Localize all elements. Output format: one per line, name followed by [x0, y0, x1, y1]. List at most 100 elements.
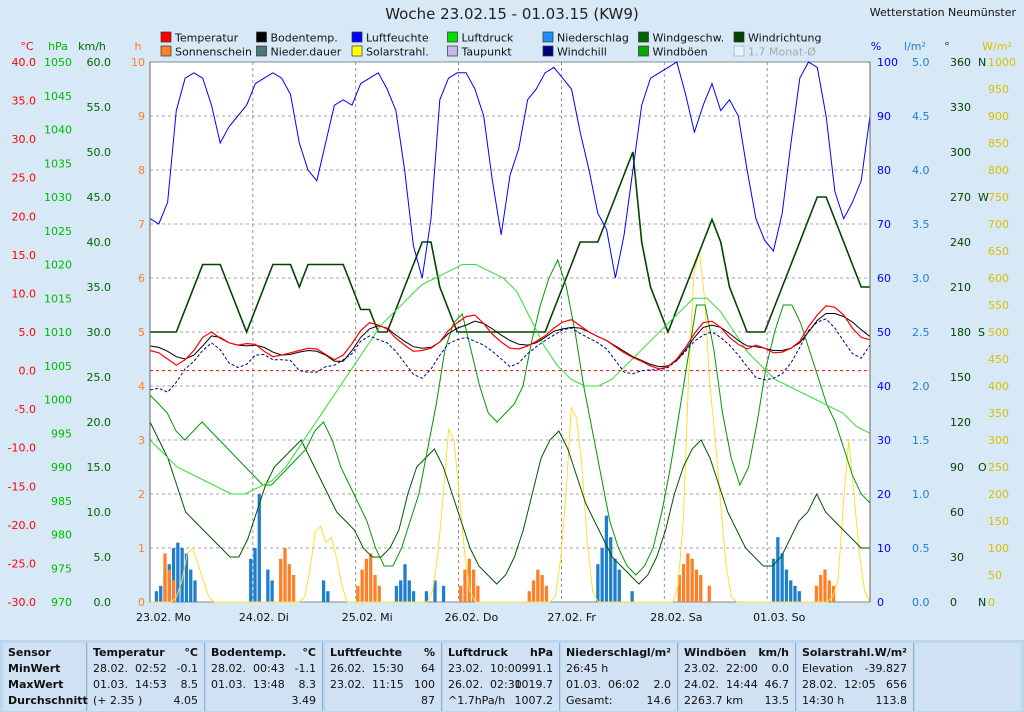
- stats-time: 12:05: [844, 678, 876, 691]
- sun-bar: [694, 569, 699, 602]
- stats-date: ^1.7hPa/h: [448, 694, 506, 707]
- stats-labels: Sensor MinWert MaxWert Durchschnitt: [3, 643, 88, 711]
- stats-label: MaxWert: [8, 678, 64, 691]
- x-tick-label: 27.02. Fr: [547, 611, 596, 624]
- stats-row: 3.49: [211, 694, 317, 710]
- stats-time: 13:48: [253, 678, 285, 691]
- stats-panel: Bodentemp. °C 28.02. 00:43 -1.1 01.03. 13:48 8.…: [206, 643, 323, 711]
- stats-date: Elevation: [802, 662, 854, 675]
- legend-swatch: [160, 45, 172, 57]
- percent-axis-tick: 0: [877, 596, 884, 609]
- sun-bar: [707, 585, 711, 602]
- stats-row: 24.02. 14:44 46.7: [684, 678, 789, 694]
- rain-bar: [793, 585, 797, 602]
- stats-row: Gesamt: 14.6: [566, 694, 671, 710]
- stats-label: Durchschnitt: [8, 694, 88, 707]
- stats-row: 23.02. 22:00 0.0: [684, 662, 789, 678]
- lm2-axis-tick: 1.5: [912, 434, 930, 447]
- rain-bar: [394, 585, 399, 602]
- kmh-axis-tick: 35.0: [87, 281, 112, 294]
- wm2-axis-tick: 800: [988, 164, 1009, 177]
- legend-label: Niederschlag: [557, 32, 629, 45]
- hours-axis-tick: 1: [138, 542, 145, 555]
- stats-date: 23.02.: [684, 662, 719, 675]
- rain-bar: [403, 564, 407, 602]
- sun-bar: [540, 575, 544, 602]
- stats-time: 10:00: [490, 662, 522, 675]
- stats-value: 46.7: [764, 678, 790, 691]
- hours-axis-tick: 4: [138, 380, 145, 393]
- rain-bar: [326, 591, 330, 602]
- stats-panel: Solarstrahl. W/m² Elevation -39.827 28.02. 12…: [797, 643, 914, 711]
- hpa-axis-tick: 1015: [44, 292, 72, 305]
- kmh-axis-tick: 25.0: [87, 371, 112, 384]
- rain-bar: [407, 580, 411, 602]
- stats-row: 23.02. 10:00 991.1: [448, 662, 553, 678]
- stats-label: Sensor: [8, 646, 51, 659]
- x-tick-label: 23.02. Mo: [136, 611, 191, 624]
- hours-axis-tick: 5: [138, 326, 145, 339]
- sun-bar: [171, 580, 176, 602]
- stats-date: 28.02.: [93, 662, 128, 675]
- stats-header: Temperatur °C: [93, 646, 198, 662]
- stats-row: 28.02. 00:43 -1.1: [211, 662, 316, 678]
- celsius-axis-tick: 35.0: [12, 95, 37, 108]
- stats-header-name: Temperatur: [93, 646, 165, 659]
- sun-bar: [283, 548, 287, 602]
- stats-date: 14:30 h: [802, 694, 845, 707]
- stats-row: 28.02. 02:52 -0.1: [93, 662, 198, 678]
- rain-bar: [789, 580, 793, 602]
- sun-bar: [531, 580, 536, 602]
- degree-axis-tick: 300: [950, 146, 971, 159]
- axis-unit: km/h: [78, 40, 106, 53]
- rain-bar: [266, 569, 270, 602]
- stats-header: Niederschlag l/m²: [566, 646, 671, 662]
- degree-axis-tick: 210: [950, 281, 971, 294]
- legend-swatch: [733, 45, 745, 57]
- celsius-axis-tick: 25.0: [12, 172, 37, 185]
- kmh-axis-tick: 30.0: [87, 326, 112, 339]
- stats-row: 26.02. 15:30 64: [330, 662, 435, 678]
- sun-bar: [699, 575, 703, 602]
- wm2-axis-tick: 550: [988, 299, 1009, 312]
- stats-row: 28.02. 12:05 656: [802, 678, 907, 694]
- stats-value: 656: [886, 678, 907, 691]
- stats-header: Luftdruck hPa: [448, 646, 553, 662]
- legend-swatch: [542, 45, 554, 57]
- rain-bar: [441, 585, 446, 602]
- lm2-axis-tick: 2.5: [912, 326, 930, 339]
- rain-bar: [609, 537, 613, 602]
- legend-swatch: [256, 31, 267, 43]
- stats-row: 26.02. 02:30 1019.7: [448, 678, 553, 694]
- wm2-axis-tick: 900: [988, 110, 1009, 123]
- stats-date: 01.03.: [566, 678, 601, 691]
- kmh-axis-tick: 45.0: [87, 191, 112, 204]
- celsius-axis-tick: 30.0: [12, 133, 37, 146]
- hours-axis-tick: 9: [138, 110, 145, 123]
- sun-bar: [279, 558, 283, 602]
- stats-value: -0.1: [176, 662, 198, 675]
- lm2-axis-tick: 4.5: [912, 110, 930, 123]
- stats-header: Windböen km/h: [684, 646, 789, 662]
- pressure-line: [149, 264, 871, 495]
- lm2-axis-tick: 0.5: [912, 542, 930, 555]
- celsius-axis-tick: 40.0: [12, 56, 37, 69]
- stats-time: 22:00: [726, 662, 758, 675]
- stats-value: 1007.2: [514, 694, 554, 707]
- celsius-axis-tick: -30.0: [8, 596, 36, 609]
- stats-time: (+ 2.35 ): [93, 694, 143, 707]
- lm2-axis-tick: 0.0: [912, 596, 930, 609]
- stats-header: Solarstrahl. W/m²: [802, 646, 907, 662]
- percent-axis-tick: 40: [877, 380, 891, 393]
- wm2-axis-tick: 200: [988, 488, 1009, 501]
- stats-row: (+ 2.35 ) 4.05: [93, 694, 198, 710]
- stats-header-unit: %: [423, 646, 435, 659]
- sun-bar: [544, 585, 549, 602]
- rain-bar: [776, 537, 780, 602]
- rain-bar: [797, 591, 801, 602]
- legend-swatch: [447, 31, 458, 43]
- direction-label: S: [978, 326, 985, 339]
- lm2-axis-tick: 3.0: [912, 272, 930, 285]
- stats-value: 3.49: [291, 694, 317, 707]
- stats-date: 24.02.: [684, 678, 719, 691]
